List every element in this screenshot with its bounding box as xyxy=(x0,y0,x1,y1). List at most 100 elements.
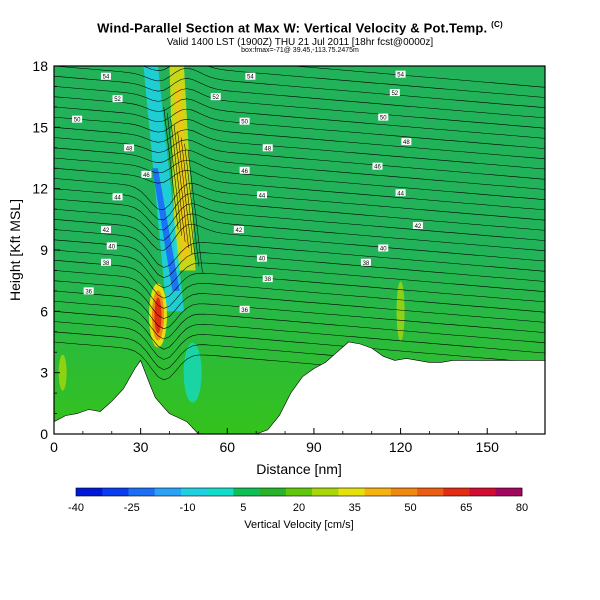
theta-contour xyxy=(187,149,203,273)
theta-label: 38 xyxy=(360,258,371,267)
theta-label: 54 xyxy=(100,72,111,81)
theta-contour xyxy=(54,311,545,354)
theta-label-text: 54 xyxy=(103,75,110,81)
theta-label-text: 40 xyxy=(259,257,266,263)
theta-label-text: 42 xyxy=(236,228,243,234)
theta-label-text: 40 xyxy=(108,244,115,250)
y-axis: 0 3 6 9 12 15 18 xyxy=(32,58,60,442)
theta-label-text: 38 xyxy=(103,261,110,267)
theta-label: 40 xyxy=(378,244,389,252)
theta-label-text: 48 xyxy=(126,146,133,152)
colorbar-tick-label: -40 xyxy=(68,502,84,514)
theta-contour xyxy=(54,137,545,180)
theta-label: 48 xyxy=(262,144,273,152)
colorbar: -40 -25 -10 5 20 35 50 65 80 xyxy=(68,487,528,514)
theta-label-text: 52 xyxy=(391,91,398,97)
colorbar-swatch xyxy=(364,488,392,496)
x-tick-label: 120 xyxy=(389,439,413,455)
colorbar-swatch xyxy=(233,488,260,496)
theta-contour xyxy=(54,219,545,262)
theta-contour xyxy=(54,66,545,108)
theta-label: 50 xyxy=(72,115,83,124)
theta-contour xyxy=(54,106,545,149)
theta-label-text: 38 xyxy=(363,261,370,267)
theta-contour xyxy=(166,112,182,236)
theta-label-text: 54 xyxy=(397,73,404,79)
x-tick-label: 0 xyxy=(50,439,58,455)
colorbar-tick-label: -10 xyxy=(180,502,196,514)
theta-label: 44 xyxy=(256,191,267,199)
theta-label: 42 xyxy=(412,221,423,230)
theta-contour xyxy=(54,147,545,190)
y-tick-label: 3 xyxy=(40,365,48,381)
theta-contour xyxy=(54,178,545,221)
theta-contour xyxy=(54,208,545,252)
colorbar-label: Vertical Velocity [cm/s] xyxy=(244,519,353,531)
colorbar-swatch xyxy=(285,488,313,496)
colorbar-swatch xyxy=(128,488,156,496)
theta-label-text: 46 xyxy=(374,165,381,171)
colorbar-swatch xyxy=(76,488,103,496)
theta-contour xyxy=(163,106,179,230)
theta-contour xyxy=(54,249,545,292)
theta-label-text: 52 xyxy=(212,95,219,101)
theta-label: 46 xyxy=(372,162,383,171)
theta-label-text: 38 xyxy=(264,277,271,283)
colorbar-tick-label: 80 xyxy=(516,502,528,514)
chart-subtitle: Valid 1400 LST (1900Z) THU 21 Jul 2011 [… xyxy=(166,37,434,48)
theta-contour xyxy=(54,167,545,211)
theta-label: 46 xyxy=(239,166,250,175)
colorbar-swatch xyxy=(259,488,287,496)
theta-label-text: 36 xyxy=(241,308,248,314)
theta-label: 48 xyxy=(401,138,412,146)
theta-contour xyxy=(54,239,545,282)
theta-label-text: 44 xyxy=(259,193,266,199)
colorbar-swatch xyxy=(154,488,182,496)
colorbar-swatch xyxy=(469,488,497,496)
y-tick-label: 12 xyxy=(32,181,48,197)
theta-contour xyxy=(54,96,545,139)
theta-contour xyxy=(177,131,193,255)
updraft-patch-left xyxy=(58,354,67,391)
theta-label: 48 xyxy=(124,144,135,152)
updraft-patch-right xyxy=(396,281,405,342)
plot-area: 36 36 38 38 38 40 40 40 42 42 42 44 44 44 46 46 46 48 48 48… xyxy=(54,66,545,434)
theta-label-text: 44 xyxy=(114,195,121,201)
x-axis: 0 30 60 90 120 150 xyxy=(50,428,517,455)
theta-contour xyxy=(54,280,545,323)
theta-contour xyxy=(54,198,545,241)
theta-label: 40 xyxy=(106,242,117,250)
theta-contour xyxy=(54,270,545,313)
theta-label: 42 xyxy=(100,226,111,234)
colorbar-tick-label: 35 xyxy=(349,502,361,514)
colorbar-swatch xyxy=(312,488,339,496)
theta-contour xyxy=(54,188,545,231)
theta-contour xyxy=(54,116,545,160)
colorbar-swatch xyxy=(102,488,129,496)
theta-label-text: 48 xyxy=(264,146,271,152)
theta-contour xyxy=(173,125,189,248)
colorbar-swatch xyxy=(207,488,234,496)
theta-label-text: 54 xyxy=(247,75,254,81)
y-tick-label: 6 xyxy=(40,303,48,319)
theta-label: 36 xyxy=(239,305,250,314)
theta-label-text: 36 xyxy=(85,289,92,295)
theta-label-text: 42 xyxy=(103,228,110,234)
theta-label: 52 xyxy=(112,95,123,103)
theta-label-text: 42 xyxy=(415,224,422,230)
theta-label: 52 xyxy=(210,93,221,101)
theta-contour xyxy=(54,127,545,170)
colorbar-swatch xyxy=(417,488,444,496)
theta-label: 36 xyxy=(83,287,94,295)
x-tick-label: 30 xyxy=(133,439,149,455)
colorbar-swatch xyxy=(443,488,470,496)
colorbar-tick-label: 5 xyxy=(240,502,246,514)
theta-label-text: 50 xyxy=(380,116,387,122)
y-tick-label: 0 xyxy=(40,426,48,442)
downdraft-patch-low xyxy=(183,342,202,403)
x-tick-label: 150 xyxy=(476,439,500,455)
theta-label-text: 46 xyxy=(143,173,150,179)
theta-contour xyxy=(54,75,545,119)
theta-label-text: 52 xyxy=(114,97,121,103)
